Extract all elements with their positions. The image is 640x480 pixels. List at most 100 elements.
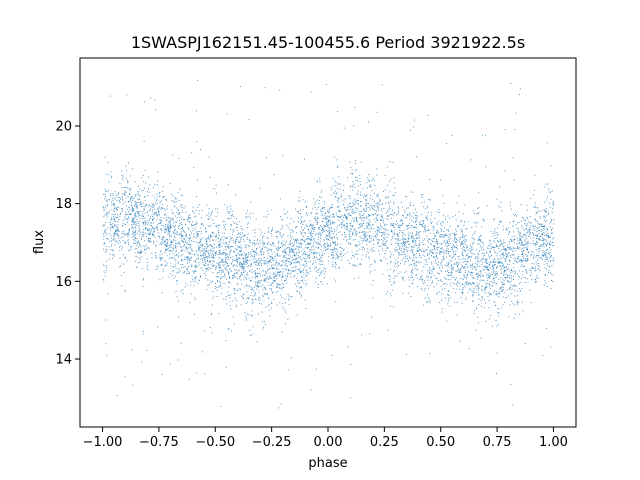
data-point xyxy=(354,217,355,219)
data-point xyxy=(262,295,264,297)
data-point xyxy=(128,218,130,220)
data-point xyxy=(434,236,436,238)
data-point xyxy=(405,246,407,248)
data-point xyxy=(383,191,384,192)
data-point xyxy=(180,290,182,292)
data-point xyxy=(343,189,344,191)
data-point xyxy=(160,220,162,222)
data-point xyxy=(384,189,386,191)
data-point xyxy=(319,258,321,260)
data-point xyxy=(268,277,270,279)
data-point xyxy=(151,203,153,205)
data-point xyxy=(315,267,317,269)
data-point xyxy=(375,205,377,207)
data-point xyxy=(175,242,177,244)
data-point xyxy=(315,241,317,243)
data-point xyxy=(209,268,211,269)
data-point xyxy=(527,229,529,231)
data-point xyxy=(351,225,353,227)
data-point xyxy=(350,167,352,168)
data-point xyxy=(513,317,515,319)
data-point xyxy=(462,239,464,241)
data-point xyxy=(370,195,372,197)
data-point xyxy=(216,246,218,248)
data-point xyxy=(553,203,554,205)
data-point xyxy=(397,212,399,214)
data-point xyxy=(466,261,468,262)
data-point xyxy=(397,225,399,227)
data-point xyxy=(415,221,417,223)
data-point xyxy=(394,281,396,283)
data-point xyxy=(368,236,370,237)
data-point xyxy=(323,225,325,226)
data-point xyxy=(131,210,133,212)
data-point xyxy=(417,250,419,252)
data-point xyxy=(364,211,366,212)
data-point xyxy=(282,154,284,156)
data-point xyxy=(258,297,260,299)
data-point xyxy=(314,252,316,254)
data-point xyxy=(413,212,414,214)
data-point xyxy=(208,238,210,240)
data-point xyxy=(226,243,228,245)
data-point xyxy=(424,259,426,261)
data-point xyxy=(167,223,169,225)
data-point xyxy=(240,279,242,281)
data-point xyxy=(308,246,310,248)
data-point xyxy=(339,216,341,218)
data-point xyxy=(196,141,198,142)
data-point xyxy=(233,289,235,291)
data-point xyxy=(256,248,258,249)
data-point xyxy=(197,255,199,257)
data-point xyxy=(219,250,221,252)
data-point xyxy=(535,211,537,213)
data-point xyxy=(515,271,516,273)
data-point xyxy=(202,253,204,254)
data-point xyxy=(197,253,199,255)
data-point xyxy=(225,246,227,248)
data-point xyxy=(309,232,311,234)
data-point xyxy=(520,282,522,283)
data-point xyxy=(398,227,400,229)
data-point xyxy=(542,255,544,257)
data-point xyxy=(229,250,231,252)
data-point xyxy=(111,249,113,251)
data-point xyxy=(526,216,528,218)
data-point xyxy=(322,263,324,265)
data-point xyxy=(136,204,138,206)
data-point xyxy=(209,260,211,262)
data-point xyxy=(496,292,498,294)
data-point xyxy=(174,197,176,199)
data-point xyxy=(352,233,354,235)
data-point xyxy=(293,262,295,264)
data-point xyxy=(517,300,519,302)
data-point xyxy=(465,240,467,242)
data-point xyxy=(351,211,353,213)
data-point xyxy=(274,256,276,257)
data-point xyxy=(363,217,365,219)
data-point xyxy=(493,218,495,220)
data-point xyxy=(452,244,454,246)
data-point xyxy=(446,262,448,264)
data-point xyxy=(488,268,489,270)
data-point xyxy=(255,282,257,284)
data-point xyxy=(502,289,504,290)
data-point xyxy=(247,266,249,268)
data-point xyxy=(352,202,354,204)
data-point xyxy=(488,284,490,285)
data-point xyxy=(334,248,336,250)
data-point xyxy=(424,224,426,226)
data-point xyxy=(333,222,335,224)
data-point xyxy=(261,260,263,262)
data-point xyxy=(449,260,451,262)
data-point xyxy=(459,285,461,287)
data-point xyxy=(354,211,356,213)
data-point xyxy=(217,272,219,274)
data-point xyxy=(274,264,276,266)
data-point xyxy=(114,203,115,205)
data-point xyxy=(180,222,182,223)
data-point xyxy=(443,235,445,237)
data-point xyxy=(239,246,241,248)
data-point xyxy=(496,352,498,354)
data-point xyxy=(522,236,524,238)
